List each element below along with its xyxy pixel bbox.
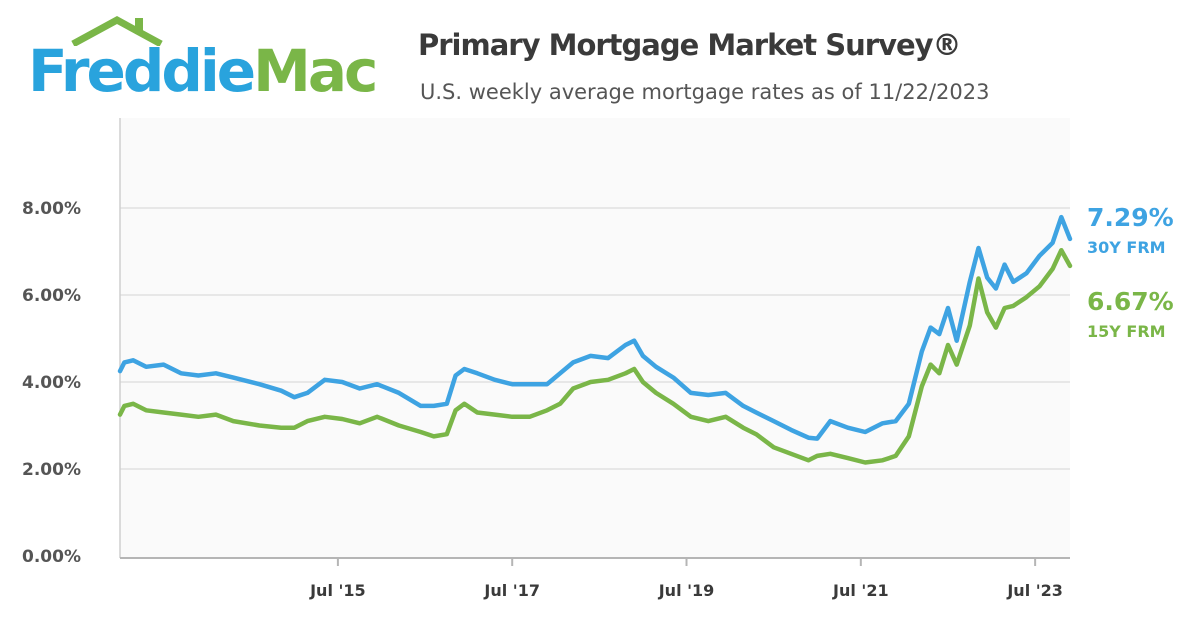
x-axis-ticks: Jul '15 Jul '17 Jul '19 Jul '21 Jul '23: [309, 558, 1063, 600]
y-tick-label: 4.00%: [22, 373, 81, 393]
end-name-30y-frm: 30Y FRM: [1087, 238, 1166, 257]
chart-subtitle: U.S. weekly average mortgage rates as of…: [420, 80, 990, 104]
freddie-mac-logo: FreddieMac: [22, 16, 382, 106]
x-tick-label: Jul '19: [658, 581, 715, 600]
series-line-15y-frm: [117, 247, 1073, 465]
end-value-30y-frm: 7.29%: [1087, 203, 1174, 232]
house-roof-icon: [71, 16, 163, 46]
y-tick-label: 0.00%: [22, 547, 81, 567]
series-line-30y-frm: [117, 214, 1073, 441]
y-axis-ticks: 0.00% 2.00% 4.00% 6.00% 8.00%: [22, 199, 81, 567]
x-tick-label: Jul '15: [309, 581, 366, 600]
y-tick-label: 2.00%: [22, 460, 81, 480]
end-value-15y-frm: 6.67%: [1087, 287, 1174, 316]
logo-word-freddie: Freddie: [28, 37, 256, 105]
series-end-labels: 7.29% 30Y FRM 6.67% 15Y FRM: [1087, 203, 1174, 341]
logo-word-mac: Mac: [253, 37, 378, 105]
series-lines: [117, 214, 1073, 465]
y-tick-label: 6.00%: [22, 286, 81, 306]
logo-wordmark: FreddieMac: [28, 42, 378, 100]
chart-title: Primary Mortgage Market Survey®: [418, 28, 962, 62]
y-tick-label: 8.00%: [22, 199, 81, 219]
end-name-15y-frm: 15Y FRM: [1087, 322, 1166, 341]
x-tick-label: Jul '21: [832, 581, 889, 600]
x-tick-label: Jul '17: [483, 581, 540, 600]
plot-background: [120, 118, 1070, 558]
x-tick-label: Jul '23: [1006, 581, 1063, 600]
